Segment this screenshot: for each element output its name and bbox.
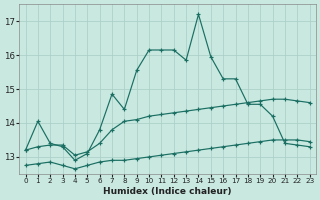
X-axis label: Humidex (Indice chaleur): Humidex (Indice chaleur) — [103, 187, 232, 196]
